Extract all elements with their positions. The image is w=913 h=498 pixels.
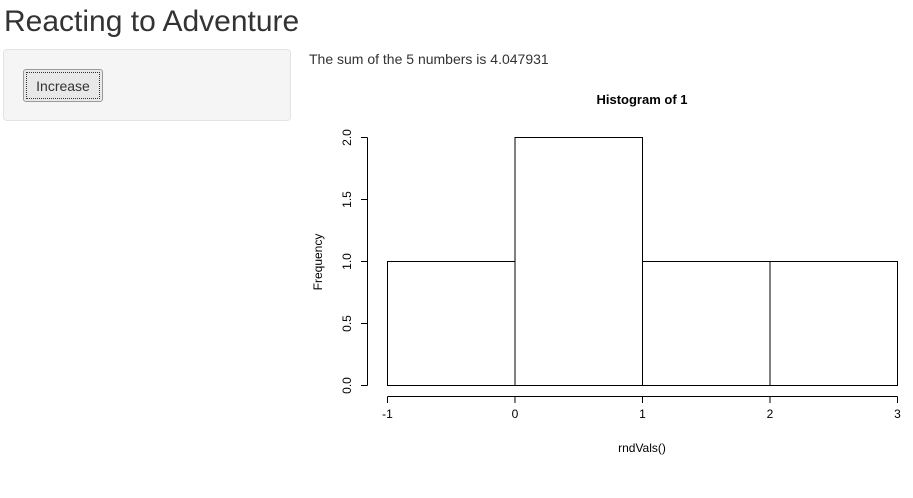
y-axis-label: Frequency <box>311 234 325 291</box>
histogram-bar <box>387 261 516 386</box>
x-tick-label: 2 <box>767 407 774 421</box>
y-axis: 0.0 0.5 1.0 1.5 2.0 <box>340 129 368 394</box>
x-axis: -1 0 1 2 3 <box>382 396 901 421</box>
sidebar-panel: Increase <box>3 49 291 121</box>
histogram-bar <box>769 261 898 386</box>
x-tick-label: -1 <box>382 407 393 421</box>
page-title: Reacting to Adventure <box>4 5 300 38</box>
sum-text: The sum of the 5 numbers is 4.047931 <box>309 51 549 67</box>
y-tick-label: 1.0 <box>340 253 354 270</box>
histogram-bar <box>514 137 643 386</box>
increase-button[interactable]: Increase <box>23 69 103 102</box>
x-axis-label: rndVals() <box>618 441 666 455</box>
y-tick-label: 2.0 <box>340 129 354 146</box>
x-tick-label: 1 <box>639 407 646 421</box>
y-tick-label: 0.0 <box>340 377 354 394</box>
bars-layer <box>387 137 898 386</box>
chart-title: Histogram of 1 <box>596 92 687 107</box>
x-tick-label: 0 <box>512 407 519 421</box>
histogram-chart: Histogram of 1 -1 0 1 2 3 0.0 0.5 1.0 1.5 2.0 rn… <box>311 92 901 455</box>
histogram-bar <box>642 261 771 386</box>
y-tick-label: 1.5 <box>340 191 354 208</box>
y-tick-label: 0.5 <box>340 315 354 332</box>
x-tick-label: 3 <box>894 407 901 421</box>
